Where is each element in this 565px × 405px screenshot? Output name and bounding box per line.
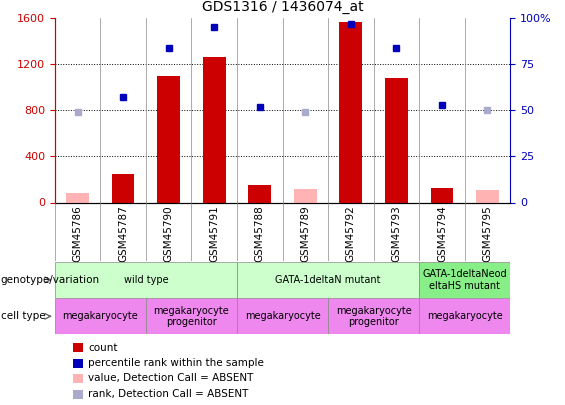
Text: GSM45792: GSM45792 <box>346 205 356 262</box>
Bar <box>237 262 419 298</box>
Bar <box>73 359 84 368</box>
Text: value, Detection Call = ABSENT: value, Detection Call = ABSENT <box>88 373 254 383</box>
Text: rank, Detection Call = ABSENT: rank, Detection Call = ABSENT <box>88 390 249 399</box>
Text: GSM45793: GSM45793 <box>392 205 401 262</box>
Bar <box>431 188 453 202</box>
Bar <box>328 298 419 334</box>
Text: count: count <box>88 343 118 353</box>
Bar <box>55 298 146 334</box>
Text: genotype/variation: genotype/variation <box>1 275 99 285</box>
Bar <box>66 193 89 202</box>
Text: megakaryocyte
progenitor: megakaryocyte progenitor <box>336 305 411 327</box>
Text: percentile rank within the sample: percentile rank within the sample <box>88 358 264 369</box>
Text: GATA-1deltaN mutant: GATA-1deltaN mutant <box>275 275 381 285</box>
Bar <box>237 298 328 334</box>
Bar <box>112 174 134 202</box>
Title: GDS1316 / 1436074_at: GDS1316 / 1436074_at <box>202 0 363 15</box>
Text: GATA-1deltaNeod
eltaHS mutant: GATA-1deltaNeod eltaHS mutant <box>423 269 507 291</box>
Text: wild type: wild type <box>124 275 168 285</box>
Bar <box>73 374 84 383</box>
Text: GSM45795: GSM45795 <box>483 205 493 262</box>
Text: megakaryocyte
progenitor: megakaryocyte progenitor <box>154 305 229 327</box>
Bar <box>73 343 84 352</box>
Bar <box>419 298 510 334</box>
Text: GSM45794: GSM45794 <box>437 205 447 262</box>
Bar <box>476 190 499 202</box>
Bar <box>146 298 237 334</box>
Text: GSM45786: GSM45786 <box>72 205 82 262</box>
Bar <box>203 58 225 202</box>
Bar <box>340 22 362 202</box>
Bar <box>294 189 316 202</box>
Text: GSM45789: GSM45789 <box>300 205 310 262</box>
Bar <box>55 262 237 298</box>
Bar <box>385 78 408 202</box>
Text: GSM45790: GSM45790 <box>164 205 173 262</box>
Bar <box>157 76 180 202</box>
Text: cell type: cell type <box>1 311 45 321</box>
Text: GSM45787: GSM45787 <box>118 205 128 262</box>
Bar <box>73 390 84 399</box>
Text: megakaryocyte: megakaryocyte <box>427 311 502 321</box>
Text: megakaryocyte: megakaryocyte <box>245 311 320 321</box>
Bar <box>419 262 510 298</box>
Text: GSM45791: GSM45791 <box>209 205 219 262</box>
Text: GSM45788: GSM45788 <box>255 205 265 262</box>
Text: megakaryocyte: megakaryocyte <box>63 311 138 321</box>
Bar <box>249 185 271 202</box>
